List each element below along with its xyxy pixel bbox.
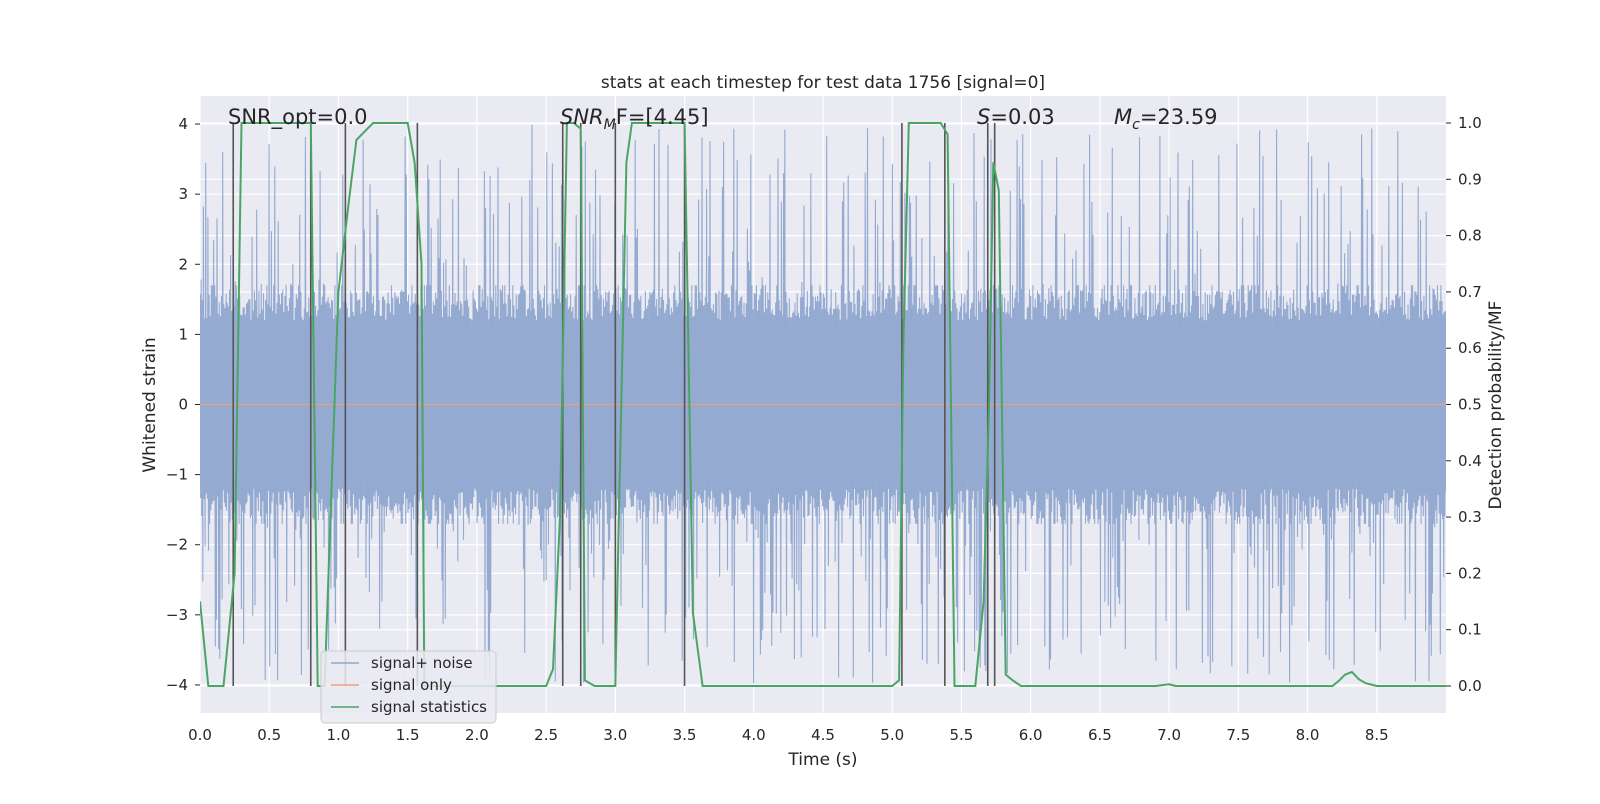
y-axis-label: Whitened strain <box>140 337 160 472</box>
y2-tick-label: 0.6 <box>1458 339 1482 357</box>
y-tick-label: 0 <box>178 396 188 414</box>
y2-tick-label: 0.4 <box>1458 452 1482 470</box>
y-axis-ticks: 4 3 2 1 0 −1 −2 −3 −4 <box>166 115 200 694</box>
x-tick-label: 4.0 <box>742 726 766 744</box>
legend-label-signal-only: signal only <box>371 676 452 694</box>
x-tick-label: 0.0 <box>188 726 212 744</box>
x-tick-label: 5.5 <box>950 726 974 744</box>
x-tick-label: 4.5 <box>811 726 835 744</box>
y2-tick-label: 0.3 <box>1458 508 1482 526</box>
x-tick-label: 8.5 <box>1365 726 1389 744</box>
x-tick-label: 2.5 <box>534 726 558 744</box>
annotation-snr-mf: SNRMF=[4.45] <box>560 105 709 133</box>
x-tick-label: 1.0 <box>327 726 351 744</box>
y-tick-label: 1 <box>178 325 188 343</box>
annotation-mc-main: M <box>1114 105 1132 129</box>
legend-label-signal-statistics: signal statistics <box>371 698 487 716</box>
x-tick-label: 7.0 <box>1157 726 1181 744</box>
legend: signal+ noise signal only signal statist… <box>320 650 497 724</box>
y2-tick-label: 0.0 <box>1458 677 1482 695</box>
y-tick-label: −3 <box>166 606 188 624</box>
y-tick-label: 4 <box>178 115 188 133</box>
y2-axis-ticks: 1.0 0.9 0.8 0.7 0.6 0.5 0.4 0.3 0.2 0.1 0.0 <box>1446 114 1482 695</box>
y2-tick-label: 1.0 <box>1458 114 1482 132</box>
y-tick-label: 2 <box>178 255 188 273</box>
signal-statistics-line <box>200 122 1446 687</box>
y-tick-label: −1 <box>166 466 188 484</box>
signal-statistics-series <box>200 122 1446 687</box>
y2-tick-label: 0.2 <box>1458 564 1482 582</box>
y-tick-label: −2 <box>166 536 188 554</box>
x-axis-ticks: 0.0 0.5 1.0 1.5 2.0 2.5 3.0 3.5 4.0 4.5 5.0 5.5 6.0 6… <box>188 726 1389 744</box>
x-tick-label: 3.5 <box>673 726 697 744</box>
x-tick-label: 6.5 <box>1088 726 1112 744</box>
y2-tick-label: 0.1 <box>1458 621 1482 639</box>
x-tick-label: 2.0 <box>465 726 489 744</box>
y-tick-label: −4 <box>166 676 188 694</box>
annotation-s-tail: =0.03 <box>990 105 1054 129</box>
y2-tick-label: 0.9 <box>1458 170 1482 188</box>
signal-noise-line <box>200 124 1446 684</box>
x-tick-label: 3.0 <box>603 726 627 744</box>
annotation-mc-tail: =23.59 <box>1140 105 1218 129</box>
x-tick-label: 5.0 <box>880 726 904 744</box>
annotation-snr-mf-main: SNR <box>560 105 604 129</box>
y2-tick-label: 0.8 <box>1458 227 1482 245</box>
annotation-mc-sub: c <box>1132 117 1140 133</box>
annotation-mc: Mc=23.59 <box>1114 105 1218 133</box>
x-tick-label: 8.0 <box>1296 726 1320 744</box>
x-tick-label: 6.0 <box>1019 726 1043 744</box>
legend-label-signal-noise: signal+ noise <box>371 654 473 672</box>
x-axis-label: Time (s) <box>787 750 857 770</box>
x-tick-label: 7.5 <box>1226 726 1250 744</box>
annotation-snr-mf-sub: M <box>604 117 616 133</box>
annotation-snr-mf-tail: F=[4.45] <box>616 105 709 129</box>
annotation-s-main: S <box>977 105 990 129</box>
y-tick-label: 3 <box>178 185 188 203</box>
y2-tick-label: 0.5 <box>1458 396 1482 414</box>
x-tick-label: 1.5 <box>396 726 420 744</box>
x-tick-label: 0.5 <box>257 726 281 744</box>
chart-title: stats at each timestep for test data 175… <box>601 73 1045 93</box>
annotation-s: S=0.03 <box>977 105 1055 129</box>
annotation-snr-opt: SNR_opt=0.0 <box>228 105 368 130</box>
signal-noise-series <box>200 124 1446 684</box>
legend-box <box>320 650 497 724</box>
y2-tick-label: 0.7 <box>1458 283 1482 301</box>
y2-axis-label: Detection probability/MF <box>1486 301 1506 510</box>
